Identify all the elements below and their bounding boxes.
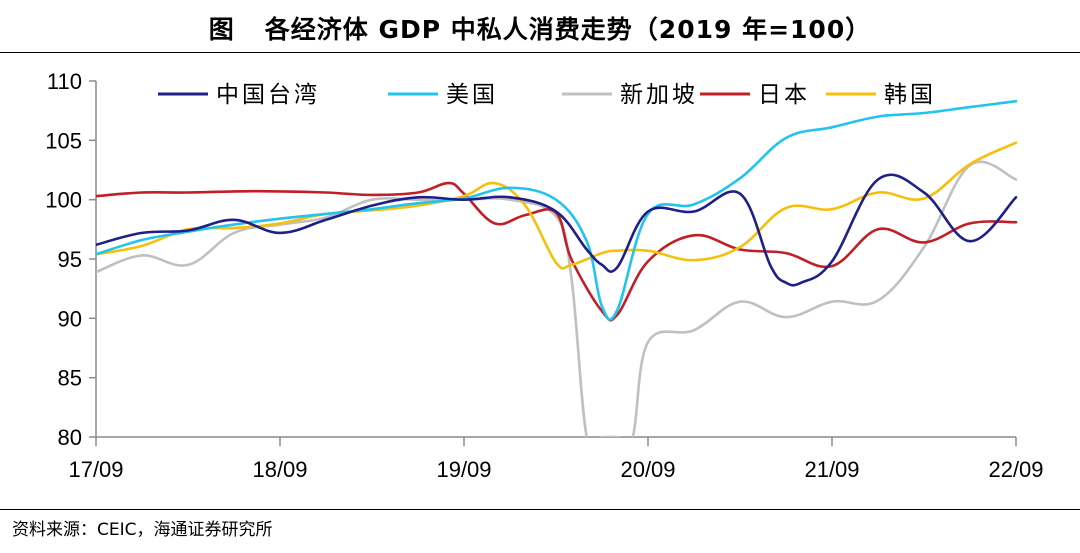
chart-axes: 80 85 90 95 100 105 110 17/09 18/09 19/09 20/09 21/… — [45, 69, 1043, 482]
series-line-0 — [96, 173, 1018, 287]
series-line-4 — [96, 141, 1018, 270]
source-note: 资料来源：CEIC，海通证券研究所 — [12, 520, 273, 540]
legend-item: 美国 — [388, 82, 498, 108]
legend-label: 日本 — [758, 82, 810, 108]
y-tick-label: 110 — [47, 69, 82, 94]
legend-label: 中国台湾 — [216, 82, 320, 108]
legend-item: 中国台湾 — [158, 82, 320, 108]
chart-legend: 中国台湾 美国 新加坡 日本 韩国 — [158, 82, 936, 108]
x-tick-label: 20/09 — [620, 457, 675, 482]
y-tick-label: 95 — [58, 247, 82, 272]
series-layer — [96, 99, 1018, 437]
bottom-rule — [0, 509, 1080, 510]
y-tick-label: 105 — [45, 128, 82, 153]
legend-label: 美国 — [446, 82, 498, 108]
top-rule — [0, 52, 1080, 53]
legend-label: 新加坡 — [620, 82, 698, 108]
y-tick-label: 80 — [58, 425, 82, 450]
x-tick-label: 17/09 — [68, 457, 123, 482]
x-tick-label: 18/09 — [252, 457, 307, 482]
legend-label: 韩国 — [884, 82, 936, 108]
x-tick-label: 21/09 — [804, 457, 859, 482]
line-chart: 80 85 90 95 100 105 110 17/09 18/09 19/09 20/09 21/… — [45, 69, 1043, 482]
series-line-2 — [96, 160, 1018, 437]
y-tick-label: 85 — [58, 366, 82, 391]
legend-item: 日本 — [700, 82, 810, 108]
x-tick-label: 22/09 — [988, 457, 1043, 482]
title-text: 各经济体 GDP 中私人消费走势（2019 年=100） — [264, 15, 872, 44]
legend-item: 新加坡 — [562, 82, 698, 108]
series-line-1 — [96, 99, 1018, 321]
figure-label: 图 — [208, 15, 235, 44]
chart-title: 图各经济体 GDP 中私人消费走势（2019 年=100） — [0, 10, 1080, 46]
legend-item: 韩国 — [826, 82, 936, 108]
y-tick-label: 100 — [45, 188, 82, 213]
title-bar: 图各经济体 GDP 中私人消费走势（2019 年=100） — [0, 0, 1080, 54]
y-tick-label: 90 — [58, 306, 82, 331]
x-tick-label: 19/09 — [436, 457, 491, 482]
